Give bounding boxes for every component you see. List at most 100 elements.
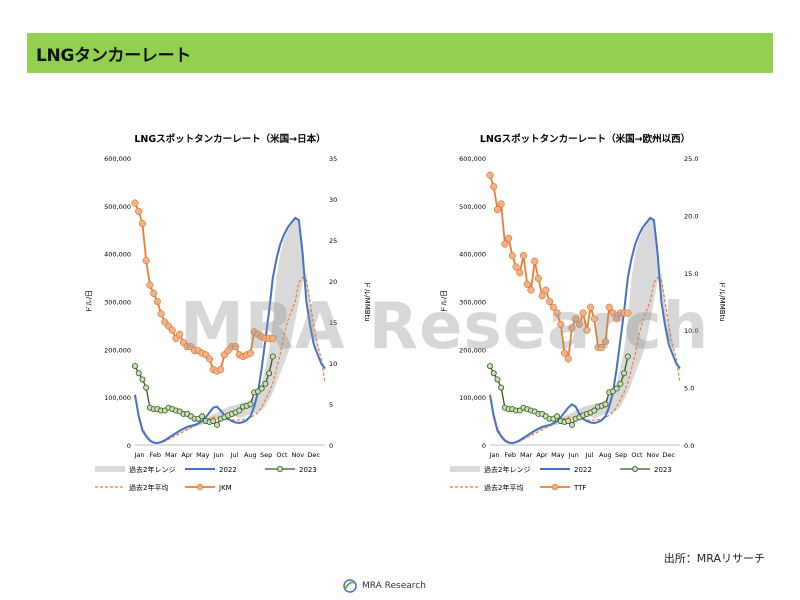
series-2023-point	[624, 353, 631, 360]
price-point	[232, 343, 240, 351]
price-point	[557, 320, 565, 329]
title-bar: LNGタンカーレート	[27, 33, 773, 73]
price-point	[564, 355, 572, 363]
chart-us-europe-svg: LNGスポットタンカーレート（米国→欧州以西） 0 100,000 200,000 30…	[440, 133, 726, 492]
y-tick-label: 300,000	[104, 299, 131, 307]
price-point	[523, 280, 531, 288]
price-point	[542, 286, 550, 294]
price-point	[531, 257, 539, 265]
x-tick-label: Mar	[165, 451, 178, 459]
y-tick-label: 100,000	[104, 394, 131, 402]
y-tick-label: 100,000	[459, 394, 486, 402]
price-point	[146, 281, 154, 289]
series-2023-point	[490, 370, 497, 377]
price-point	[246, 349, 255, 357]
x-tick-label: Jun	[213, 451, 224, 459]
series-2023-point	[494, 376, 501, 383]
series-2023-point	[269, 353, 276, 360]
legend-swatch-range	[95, 466, 125, 472]
series-2023-point	[498, 384, 505, 391]
avg-line	[489, 276, 681, 444]
series-2023-point	[617, 380, 624, 387]
price-point	[579, 309, 587, 317]
page-title: LNGタンカーレート	[36, 45, 192, 66]
price-point	[575, 320, 583, 329]
y-tick-label: 200,000	[459, 346, 486, 354]
y2-tick-label: 15	[329, 319, 337, 327]
price-point	[516, 269, 524, 277]
x-tick-label: Dec	[662, 451, 675, 459]
y2-tick-label: 5.0	[684, 385, 694, 393]
series-2023-point	[565, 418, 572, 425]
price-point	[150, 289, 158, 297]
price-point	[527, 286, 535, 294]
price-point	[583, 326, 591, 334]
price-point	[176, 330, 184, 338]
price-point	[601, 338, 610, 346]
legend-marker-2023	[276, 465, 283, 472]
price-point	[168, 326, 176, 334]
series-2023-point	[591, 407, 598, 414]
legend-label: 2023	[654, 466, 672, 474]
price-point	[493, 206, 502, 214]
y-tick-label: 0	[127, 442, 131, 450]
price-point	[501, 240, 509, 248]
y2-tick-label: 25	[329, 237, 337, 245]
price-point	[131, 199, 139, 207]
y-axis-label: ドル/日	[440, 290, 448, 313]
price-point	[572, 315, 580, 323]
price-line	[489, 174, 628, 362]
series-2023-point	[135, 370, 142, 377]
series-2023-point	[266, 370, 273, 377]
series-2022-line	[134, 216, 326, 445]
price-point	[205, 355, 214, 363]
legend-label: JKM	[218, 484, 232, 492]
chart-us-europe: LNGスポットタンカーレート（米国→欧州以西） 0 100,000 200,000 30…	[430, 120, 760, 505]
price-point	[153, 297, 161, 306]
price-point	[512, 263, 520, 271]
x-tick-label: May	[196, 451, 210, 459]
y2-axis-label: ドル/MMBtu	[363, 281, 371, 321]
x-tick-label: Jan	[133, 451, 144, 459]
x-tick-label: Feb	[150, 451, 162, 459]
series-2023-point	[621, 370, 628, 377]
y-tick-label: 600,000	[459, 155, 486, 163]
y2-tick-label: 0	[329, 442, 333, 450]
price-point	[138, 220, 147, 228]
legend-label: 過去2年平均	[484, 483, 523, 492]
price-point	[519, 252, 528, 260]
x-tick-label: Dec	[307, 451, 320, 459]
x-tick-label: Aug	[599, 451, 612, 459]
y-tick-label: 500,000	[459, 203, 486, 211]
legend-label: 2023	[299, 466, 317, 474]
range-band	[490, 217, 680, 444]
price-point	[560, 349, 569, 357]
series-2023-point	[143, 384, 150, 391]
x-tick-label: Jul	[230, 451, 239, 459]
x-tick-label: Jan	[488, 451, 499, 459]
chart-title: LNGスポットタンカーレート（米国→日本）	[134, 133, 325, 145]
y2-tick-label: 10	[329, 360, 337, 368]
price-point	[505, 234, 513, 242]
series-2023-point	[210, 418, 217, 425]
series-2023-point	[247, 401, 254, 408]
price-point	[534, 274, 542, 283]
legend-label: 過去2年レンジ	[484, 465, 530, 474]
series-2023-point	[132, 363, 139, 370]
chart-title: LNGスポットタンカーレート（米国→欧州以西）	[480, 133, 690, 145]
y2-tick-label: 5	[329, 401, 333, 409]
price-point	[508, 252, 516, 260]
price-point	[609, 309, 617, 317]
footer-logo: MRA Research	[342, 578, 426, 594]
y-tick-label: 400,000	[459, 251, 486, 259]
series-2023-point	[613, 385, 620, 392]
x-tick-label: Jul	[585, 451, 594, 459]
x-tick-label: Aug	[244, 451, 257, 459]
x-tick-label: May	[551, 451, 565, 459]
x-tick-label: Feb	[505, 451, 517, 459]
x-tick-label: Oct	[631, 451, 643, 459]
chart-us-japan: LNGスポットタンカーレート（米国→日本） 0 100,000 200,000 300,…	[75, 120, 405, 505]
chart-us-japan-svg: LNGスポットタンカーレート（米国→日本） 0 100,000 200,000 300,…	[85, 133, 371, 492]
series-2023-point	[199, 413, 206, 420]
x-tick-label: Nov	[646, 451, 659, 459]
